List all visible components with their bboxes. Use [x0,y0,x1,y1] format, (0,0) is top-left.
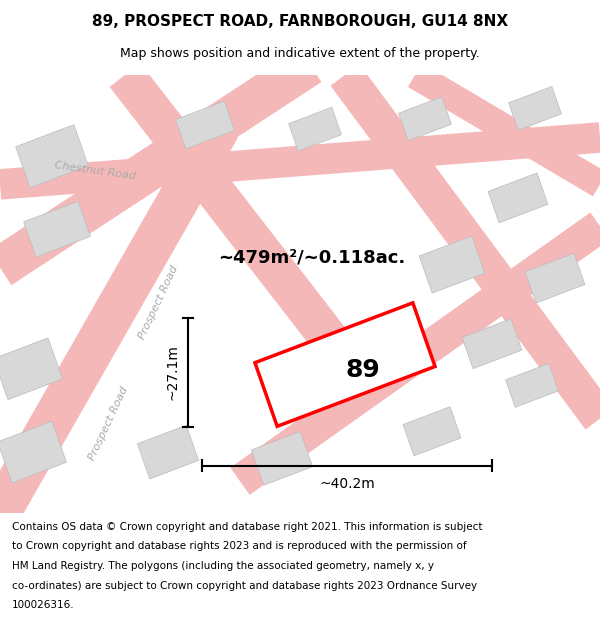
Polygon shape [403,407,461,456]
Polygon shape [398,97,451,141]
Text: ~27.1m: ~27.1m [165,344,179,401]
Polygon shape [488,173,548,223]
Text: 89, PROSPECT ROAD, FARNBOROUGH, GU14 8NX: 89, PROSPECT ROAD, FARNBOROUGH, GU14 8NX [92,14,508,29]
Polygon shape [289,107,341,151]
Polygon shape [137,425,199,479]
Polygon shape [0,338,62,399]
Text: ~479m²/~0.118ac.: ~479m²/~0.118ac. [218,248,406,266]
Text: to Crown copyright and database rights 2023 and is reproduced with the permissio: to Crown copyright and database rights 2… [12,541,467,551]
Polygon shape [23,201,91,257]
Polygon shape [255,303,435,426]
Polygon shape [0,421,67,483]
Text: Chestnut Road: Chestnut Road [53,160,136,181]
Text: Prospect Road: Prospect Road [86,386,130,462]
Polygon shape [462,319,522,369]
Polygon shape [251,431,313,485]
Polygon shape [175,101,235,149]
Polygon shape [16,124,88,188]
Text: 100026316.: 100026316. [12,600,74,610]
Text: Contains OS data © Crown copyright and database right 2021. This information is : Contains OS data © Crown copyright and d… [12,521,482,531]
Text: Map shows position and indicative extent of the property.: Map shows position and indicative extent… [120,48,480,61]
Text: ~40.2m: ~40.2m [319,478,375,491]
Text: 89: 89 [346,357,380,382]
Text: Prospect Road: Prospect Road [136,264,179,341]
Text: co-ordinates) are subject to Crown copyright and database rights 2023 Ordnance S: co-ordinates) are subject to Crown copyr… [12,581,477,591]
Text: HM Land Registry. The polygons (including the associated geometry, namely x, y: HM Land Registry. The polygons (includin… [12,561,434,571]
Polygon shape [509,86,562,130]
Polygon shape [419,236,485,293]
Polygon shape [525,253,585,303]
Polygon shape [506,364,559,408]
